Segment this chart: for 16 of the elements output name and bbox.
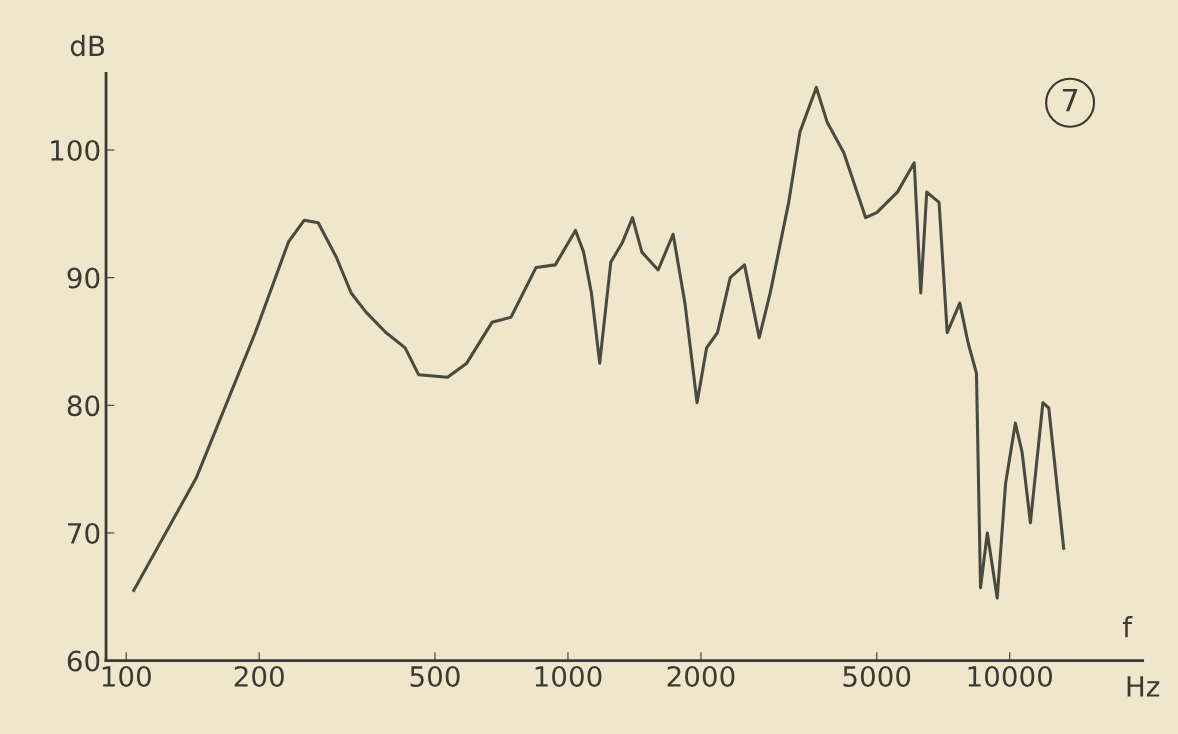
x-tick-label: 100 [102,665,151,687]
x-tick-label: 1000 [535,665,602,687]
y-tick-label: 70 [68,522,100,544]
y-tick-label: 60 [67,650,100,672]
y-tick-label: 80 [67,395,100,417]
y-tick-label: 100 [51,139,100,161]
x-tick-label: 200 [234,665,284,687]
x-axis-title: f [1122,616,1133,638]
y-axis-title: dB [70,34,105,57]
x-tick-label: 5000 [843,665,911,687]
x-tick-label: 2000 [667,665,735,687]
text: Hz [1127,676,1160,697]
annotation: 7 [1062,88,1078,112]
x-tick-label: 500 [410,665,460,687]
x-tick-label: 10000 [968,665,1053,687]
y-tick-label: 90 [67,267,100,289]
